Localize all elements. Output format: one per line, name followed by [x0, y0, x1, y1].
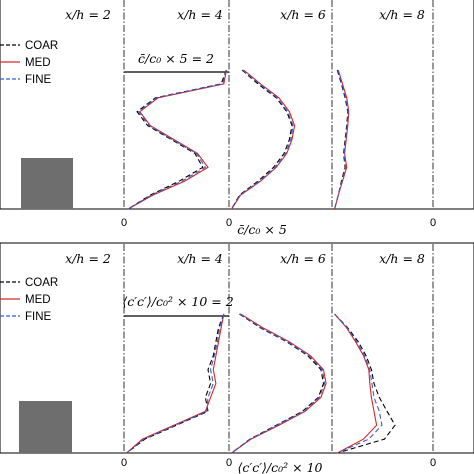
station-label-x8: x/h = 8	[379, 7, 425, 22]
building-block	[21, 158, 73, 209]
station-label-x6: x/h = 6	[280, 7, 326, 22]
profile-line-fine-x8	[334, 313, 383, 454]
top-panel-frame	[0, 0, 474, 210]
profile-line-fine-x6	[231, 69, 294, 210]
legend-label-med: MED	[25, 294, 51, 306]
profile-line-med-x4	[126, 313, 225, 454]
profile-line-med-x8	[334, 313, 378, 454]
profile-line-fine-x8	[334, 69, 349, 210]
profile-line-coar-x6	[231, 69, 293, 210]
legend-label-med: MED	[25, 57, 51, 69]
legend-top: COAR MED FINE	[0, 40, 58, 86]
profile-line-coar-x8	[334, 69, 349, 210]
profile-line-coar-x8	[334, 313, 396, 454]
station-label-x8: x/h = 8	[379, 251, 425, 266]
legend-label-fine: FINE	[25, 311, 52, 323]
profile-line-coar-x4	[127, 69, 227, 210]
profile-line-coar-x4	[126, 313, 225, 454]
profile-line-fine-x4	[126, 313, 225, 454]
tick-label-zero-x4-top: 0	[121, 217, 127, 229]
tick-label-zero-x4-bottom: 0	[121, 457, 127, 469]
profile-line-fine-x4	[127, 69, 227, 210]
scale-bar-label: ⟨c′c′⟩/c₀² × 10 = 2	[122, 294, 233, 309]
profile-curves-bottom	[126, 313, 396, 454]
legend-bottom: COAR MED FINE	[0, 277, 58, 323]
station-label-x6: x/h = 6	[280, 251, 326, 266]
scale-bar-label: c̄/c₀ × 5 = 2	[138, 51, 214, 66]
station-label-x2: x/h = 2	[65, 7, 111, 22]
legend-label-fine: FINE	[25, 74, 52, 86]
profile-line-fine-x6	[231, 313, 326, 454]
tick-label-zero-x6-top: 0	[226, 217, 232, 229]
profile-curves-top	[127, 69, 350, 210]
station-label-x2: x/h = 2	[65, 251, 111, 266]
x-axis-label-bottom: ⟨c′c′⟩/c₀² × 10	[238, 460, 323, 474]
tick-label-zero-x6-bottom: 0	[226, 457, 232, 469]
profile-line-med-x6	[231, 313, 327, 454]
profile-line-med-x8	[334, 69, 350, 210]
profile-line-coar-x6	[231, 313, 325, 454]
station-label-x4: x/h = 4	[177, 7, 223, 22]
tick-label-zero-x10-top: 0	[430, 217, 436, 229]
bottom-panel-frame	[0, 242, 474, 454]
legend-label-coar: COAR	[25, 277, 58, 289]
profile-line-med-x4	[127, 69, 227, 210]
profile-line-med-x6	[231, 69, 296, 210]
top-panel: x/h = 2 x/h = 4 x/h = 6 x/h = 8 c̄/c₀ × …	[0, 0, 474, 210]
legend-label-coar: COAR	[25, 40, 58, 52]
tick-label-zero-x10-bottom: 0	[430, 457, 436, 469]
station-label-x4: x/h = 4	[177, 251, 223, 266]
x-axis-label-top: c̄/c₀ × 5	[237, 222, 287, 237]
building-block	[19, 401, 72, 453]
bottom-panel: x/h = 2 x/h = 4 x/h = 6 x/h = 8 ⟨c′c′⟩/c…	[0, 242, 474, 454]
